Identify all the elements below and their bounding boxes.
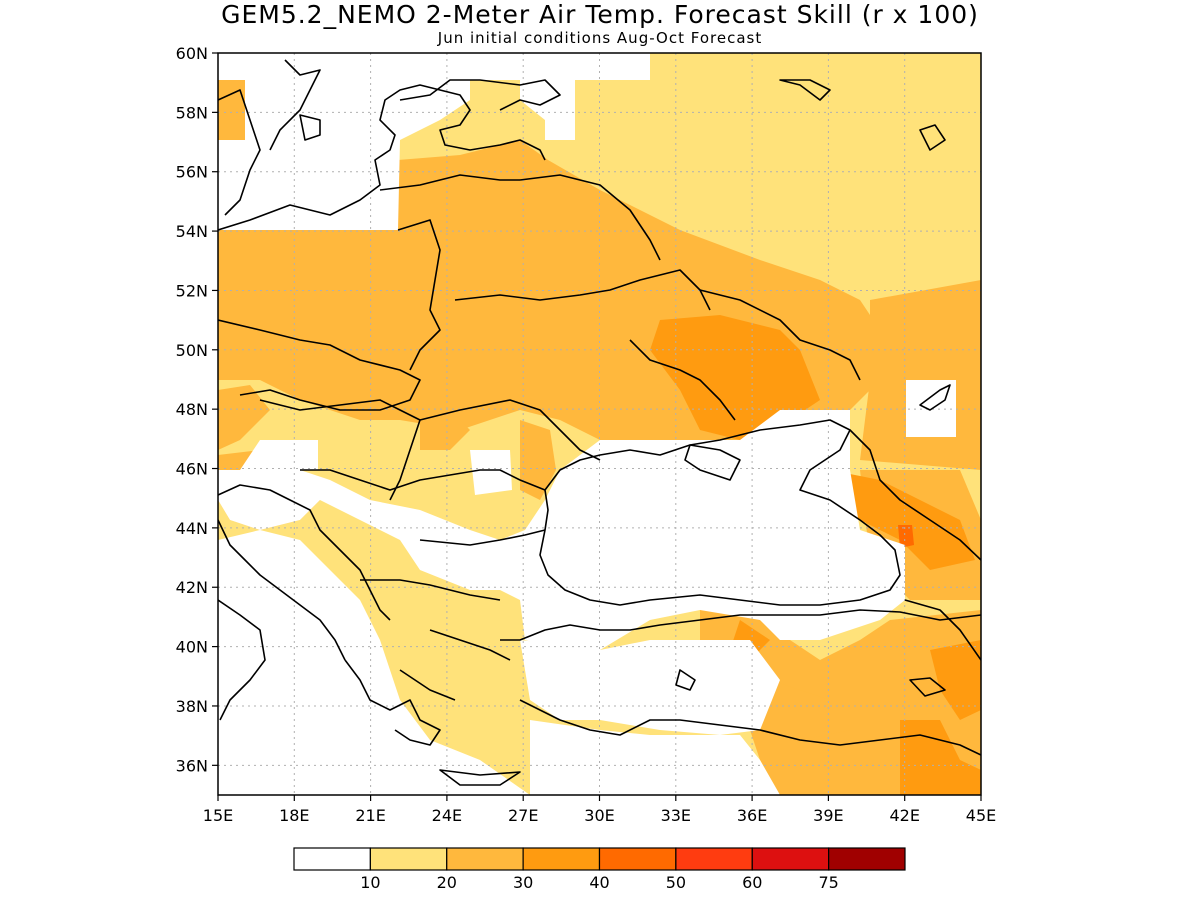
colorbar-label: 40 [589,873,609,892]
x-tick-label: 27E [508,806,538,825]
y-tick-label: 38N [176,697,208,716]
colorbar-label: 30 [513,873,533,892]
colorbar-swatch [675,847,753,871]
y-tick-label: 40N [176,638,208,657]
colorbar-label: 10 [360,873,380,892]
coastlines-and-borders [218,59,981,786]
colorbar-label: 60 [742,873,762,892]
colorbar-label: 20 [437,873,457,892]
colorbar-label: 75 [818,873,838,892]
x-tick-label: 24E [432,806,462,825]
y-tick-label: 54N [176,222,208,241]
colorbar-swatch [522,847,601,871]
colorbar-swatch [293,847,371,871]
colorbar-label: 50 [666,873,686,892]
x-axis: 15E 18E 21E 24E 27E 30E 33E 36E 39E 42E 45E [203,795,996,825]
x-tick-label: 21E [355,806,385,825]
colorbar: 10 20 30 40 50 60 75 [293,847,906,892]
y-tick-label: 50N [176,341,208,360]
y-tick-label: 58N [176,103,208,122]
y-tick-label: 48N [176,400,208,419]
x-tick-label: 39E [813,806,843,825]
y-tick-label: 42N [176,578,208,597]
y-tick-label: 56N [176,163,208,182]
grid-lines [218,53,981,795]
skill-class-below-10 [218,53,956,795]
x-tick-label: 45E [966,806,996,825]
chart-subtitle: Jun initial conditions Aug-Oct Forecast [437,29,763,47]
x-tick-label: 15E [203,806,233,825]
x-tick-label: 33E [661,806,691,825]
skill-class-40-50 [898,525,914,548]
colorbar-swatch [446,847,524,871]
x-tick-label: 30E [584,806,614,825]
colorbar-swatch [751,847,830,871]
y-tick-label: 52N [176,281,208,300]
x-tick-label: 18E [279,806,309,825]
y-tick-label: 44N [176,519,208,538]
y-tick-label: 36N [176,756,208,775]
y-tick-label: 46N [176,460,208,479]
chart-title: GEM5.2_NEMO 2-Meter Air Temp. Forecast S… [221,0,979,29]
x-tick-label: 36E [737,806,767,825]
colorbar-swatch [369,847,448,871]
colorbar-swatch [598,847,677,871]
y-axis: 36N 38N 40N 42N 44N 46N 48N 50N 52N 54N 56N 58N 60N [176,44,218,775]
colorbar-swatch [828,847,906,871]
y-tick-label: 60N [176,44,208,63]
x-tick-label: 42E [889,806,919,825]
